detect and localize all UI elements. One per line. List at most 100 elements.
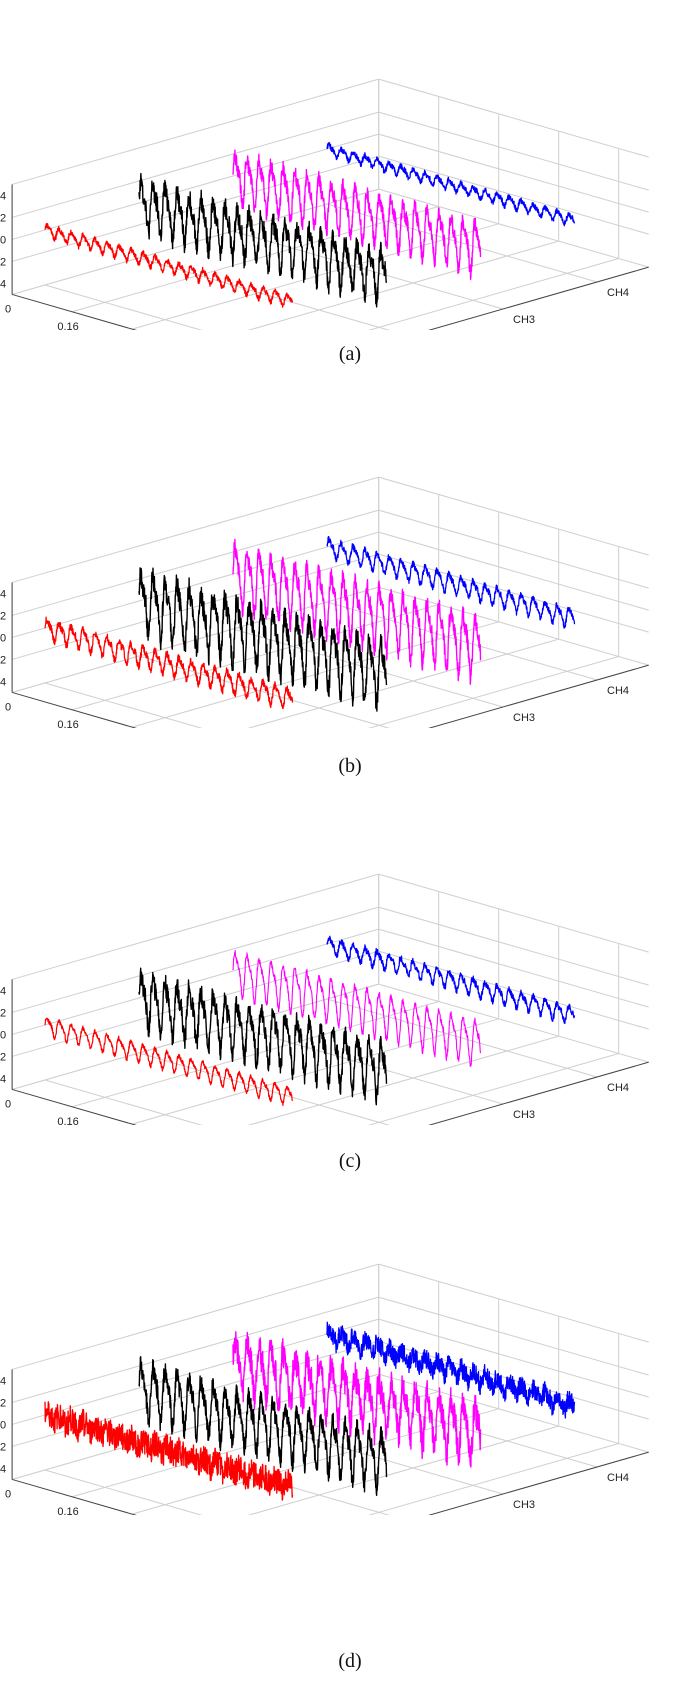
x-tick-label: 0.16	[57, 1506, 78, 1515]
grid-line	[378, 509, 649, 589]
panel-caption-b: (b)	[338, 755, 362, 777]
z-tick-label: 2	[0, 610, 6, 622]
grid-line	[11, 1263, 379, 1370]
channel-tick-label: CH3	[513, 314, 535, 326]
waterfall-chart-a: 420-2-400.160.320.480.64CH1CH2CH3CH4Time…	[0, 78, 649, 330]
panel-caption-c: (c)	[338, 1150, 362, 1172]
channel-tick-label: CH3	[513, 712, 535, 724]
grid-line	[11, 873, 379, 980]
grid-line	[138, 1052, 391, 1125]
channel-axis-line	[428, 664, 649, 728]
series-line-ch2	[138, 967, 388, 1106]
grid-line	[378, 188, 649, 268]
channel-tick-label: CH4	[607, 685, 629, 697]
grid-line	[11, 78, 379, 185]
series-line-ch2	[138, 1356, 388, 1496]
series-line-ch1	[44, 222, 294, 308]
grid-line	[378, 78, 649, 158]
series-line-ch4	[326, 141, 576, 227]
series-line-ch3	[232, 149, 482, 280]
series-line-ch3	[232, 1331, 482, 1468]
grid-line	[378, 1373, 649, 1453]
grid-line	[378, 950, 649, 1030]
z-tick-label: 4	[0, 676, 6, 688]
series-line-ch3	[232, 950, 482, 1067]
grid-line	[378, 928, 649, 1008]
grid-line	[44, 284, 203, 330]
grid-line	[11, 476, 379, 583]
z-tick-label: 2	[0, 1051, 6, 1063]
channel-tick-label: CH4	[607, 1472, 629, 1484]
x-tick-label: 0	[5, 701, 11, 713]
grid-line	[378, 1318, 649, 1398]
x-tick-label: 0.16	[57, 1116, 78, 1125]
z-tick-label: 4	[0, 1375, 6, 1387]
chart-panel-a: 420-2-400.160.320.480.64CH1CH2CH3CH4Time…	[0, 0, 700, 400]
grid-line	[11, 111, 379, 218]
grid-line	[44, 682, 203, 728]
series-line-ch2	[138, 172, 388, 308]
grid-line	[378, 476, 649, 556]
channel-axis-line	[428, 266, 649, 330]
grid-line	[11, 1296, 379, 1403]
grid-line	[367, 1053, 619, 1125]
x-tick-label: 0.16	[57, 321, 78, 330]
grid-line	[44, 1469, 203, 1515]
series-line-ch1	[44, 1017, 293, 1106]
grid-line	[367, 1443, 619, 1515]
z-tick-label: -4	[0, 278, 6, 290]
z-tick-label: 2	[0, 1397, 6, 1409]
x-axis-line	[11, 1478, 137, 1515]
x-tick-label: 0	[5, 303, 11, 315]
grid-line	[11, 1318, 379, 1425]
x-axis-line	[11, 691, 137, 728]
x-axis-line	[11, 293, 137, 330]
z-tick-label: 0	[0, 632, 6, 644]
z-tick-label: 4	[0, 1463, 6, 1475]
x-tick-label: 0	[5, 1488, 11, 1500]
z-tick-label: 0	[0, 1419, 6, 1431]
series-line-ch4	[326, 935, 576, 1025]
grid-line	[378, 133, 649, 213]
channel-axis-line	[428, 1451, 649, 1515]
grid-line	[378, 155, 649, 235]
grid-line	[11, 531, 379, 638]
z-tick-label: 4	[0, 985, 6, 997]
z-tick-label: 4	[0, 588, 6, 600]
grid-line	[11, 155, 379, 262]
z-tick-label: -2	[0, 256, 6, 268]
grid-line	[11, 928, 379, 1035]
channel-tick-label: CH4	[607, 287, 629, 299]
z-tick-label: 2	[0, 654, 6, 666]
z-tick-label: 2	[0, 212, 6, 224]
z-tick-label: 4	[0, 1073, 6, 1085]
grid-line	[378, 873, 649, 953]
x-tick-label: 0.16	[57, 719, 78, 728]
grid-line	[378, 906, 649, 986]
series-line-ch4	[326, 535, 576, 629]
channel-tick-label: CH4	[607, 1082, 629, 1094]
grid-line	[44, 1079, 203, 1125]
channel-tick-label: CH3	[513, 1109, 535, 1121]
grid-line	[11, 133, 379, 240]
grid-line	[378, 111, 649, 191]
grid-line	[11, 950, 379, 1057]
grid-line	[11, 906, 379, 1013]
grid-line	[378, 1296, 649, 1376]
grid-line	[367, 656, 619, 728]
z-tick-label: 2	[0, 1007, 6, 1019]
z-tick-label: 0	[0, 1029, 6, 1041]
grid-line	[378, 1263, 649, 1343]
grid-line	[378, 586, 649, 666]
channel-axis-line	[428, 1061, 649, 1125]
series-line-ch2	[138, 567, 388, 712]
panel-caption-d: (d)	[338, 1650, 362, 1672]
grid-line	[138, 655, 391, 728]
panel-caption-a: (a)	[338, 343, 362, 365]
grid-line	[378, 553, 649, 633]
